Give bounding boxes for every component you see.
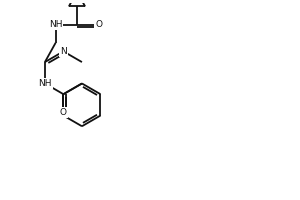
Text: NH: NH [38,79,52,88]
Text: N: N [60,47,67,56]
Text: O: O [60,108,67,117]
Text: O: O [95,20,103,29]
Text: NH: NH [49,20,62,29]
